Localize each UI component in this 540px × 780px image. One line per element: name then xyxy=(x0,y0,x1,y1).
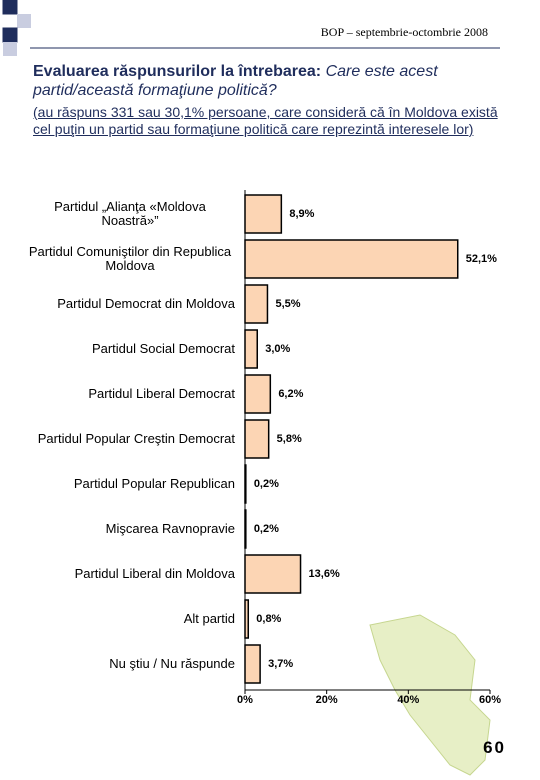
value-label: 0,8% xyxy=(256,613,281,625)
decor xyxy=(2,0,500,56)
header: BOP – septembrie-octombrie 2008 xyxy=(320,25,488,39)
category-label: Partidul Social Democrat xyxy=(91,341,235,356)
title: Evaluarea răspunsurilor la întrebarea: C… xyxy=(33,62,513,100)
x-tick-label: 20% xyxy=(316,694,338,706)
subtitle: (au răspuns 331 sau 30,1% persoane, care… xyxy=(33,104,498,137)
bar xyxy=(244,464,247,504)
value-label: 0,2% xyxy=(254,523,279,535)
bar xyxy=(244,374,272,414)
value-label: 5,5% xyxy=(275,298,300,310)
x-tick-label: 40% xyxy=(397,694,419,706)
bar xyxy=(244,329,258,369)
bar xyxy=(244,644,261,684)
value-label: 13,6% xyxy=(309,568,340,580)
x-tick-label: 60% xyxy=(479,694,501,706)
category-label: Partidul „Alianţa «Moldova Noastră»” xyxy=(54,199,206,228)
bar xyxy=(244,599,250,639)
page-number: 60 xyxy=(483,738,506,757)
question: Care este acest partid/această formaţiun… xyxy=(33,63,438,99)
value-label: 3,7% xyxy=(268,658,293,670)
value-label: 5,8% xyxy=(277,433,302,445)
category-label: Partidul Popular Creştin Democrat xyxy=(37,431,235,446)
value-label: 0,2% xyxy=(254,478,279,490)
bar xyxy=(244,239,459,279)
bar xyxy=(244,284,269,324)
category-label: Partidul Democrat din Moldova xyxy=(57,296,235,311)
category-label: Nu ştiu / Nu răspunde xyxy=(109,656,235,671)
value-label: 52,1% xyxy=(466,253,497,265)
x-tick-label: 0% xyxy=(237,694,253,706)
bar xyxy=(244,509,247,549)
category-label: Partidul Liberal Democrat xyxy=(88,386,235,401)
value-label: 3,0% xyxy=(265,343,290,355)
category-label: Partidul Liberal din Moldova xyxy=(74,566,235,581)
category-label: Partidul Comuniştilor din Republica Mold… xyxy=(28,244,232,273)
value-label: 8,9% xyxy=(289,208,314,220)
bar xyxy=(244,194,283,234)
bar xyxy=(244,419,270,459)
category-label: Partidul Popular Republican xyxy=(73,476,235,491)
value-label: 6,2% xyxy=(278,388,303,400)
category-label: Alt partid xyxy=(183,611,235,626)
bar xyxy=(244,554,302,594)
category-label: Mişcarea Ravnopravie xyxy=(105,521,235,536)
map-decor xyxy=(369,614,491,776)
title-text: Evaluarea răspunsurilor la întrebarea: xyxy=(33,63,322,80)
